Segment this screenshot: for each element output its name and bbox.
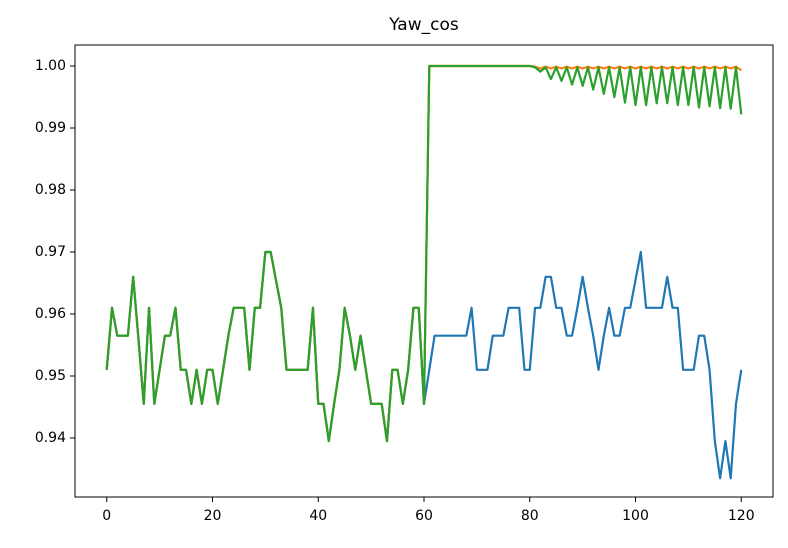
x-tick-label: 80 <box>521 508 539 524</box>
y-tick-label: 0.98 <box>35 182 66 198</box>
x-tick-label: 120 <box>728 508 755 524</box>
y-tick-label: 0.97 <box>35 244 66 260</box>
plot-frame <box>74 44 774 498</box>
y-tick-label: 0.96 <box>35 306 66 322</box>
x-tick-label: 60 <box>415 508 433 524</box>
x-tick-label: 40 <box>309 508 327 524</box>
y-tick-label: 0.95 <box>35 368 66 384</box>
y-tick-label: 0.99 <box>35 120 66 136</box>
y-tick-label: 0.94 <box>35 430 66 446</box>
y-tick-label: 1.00 <box>35 58 66 74</box>
line-series <box>105 64 743 443</box>
x-tick-label: 100 <box>622 508 649 524</box>
x-tick-label: 0 <box>102 508 111 524</box>
chart-title: Yaw_cos <box>388 15 459 35</box>
x-tick-label: 20 <box>204 508 222 524</box>
